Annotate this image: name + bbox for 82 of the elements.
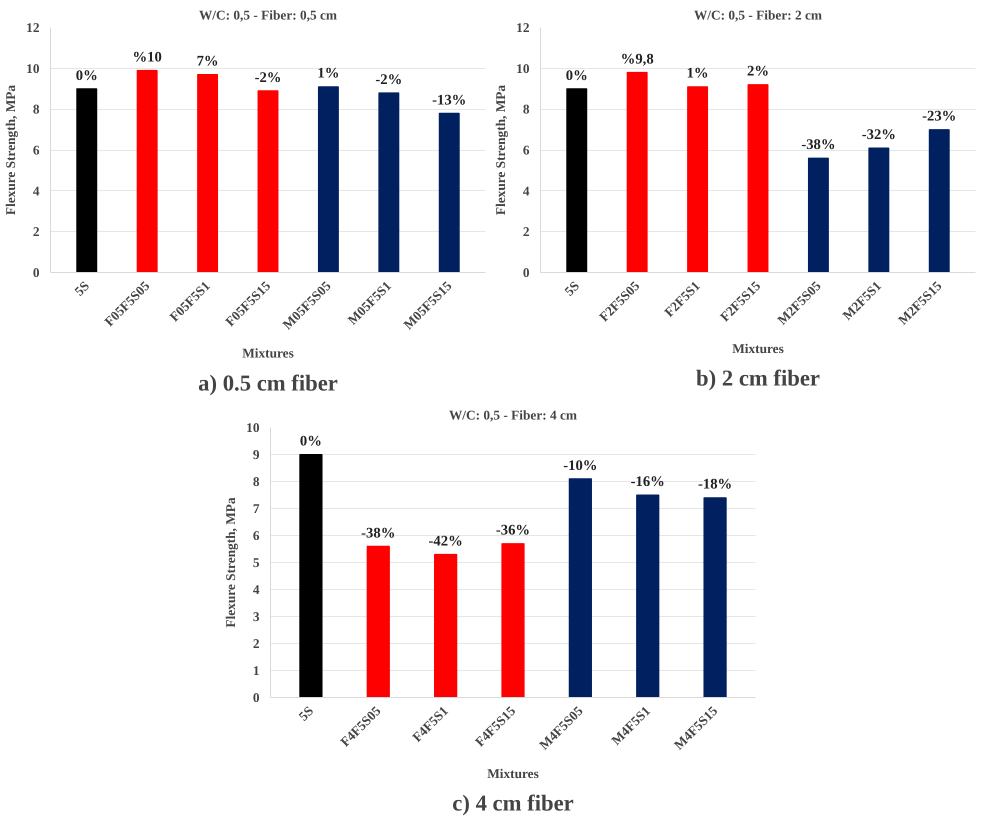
y-tick-label: 5: [252, 555, 260, 570]
annotation: 2%: [747, 64, 769, 80]
annotation: -32%: [862, 126, 896, 143]
bar: [136, 70, 158, 272]
bar: [76, 88, 98, 272]
annotation: 0%: [76, 68, 98, 84]
y-tick-label: 6: [252, 528, 260, 543]
annotation: 1%: [317, 66, 340, 82]
chart-title: W/C: 0,5 - Fiber: 0,5 cm: [198, 8, 338, 22]
annotation: -38%: [801, 137, 836, 154]
annotation: -38%: [361, 525, 396, 542]
y-tick-label: 4: [522, 183, 530, 198]
y-tick-label: 3: [252, 609, 260, 624]
y-tick-label: 9: [252, 447, 260, 462]
annotation: 7%: [196, 53, 219, 70]
y-tick-label: 0: [32, 265, 40, 280]
x-axis-title: Mixtures: [242, 346, 294, 361]
bar: [687, 86, 708, 272]
annotation: -42%: [428, 533, 463, 550]
bar: [438, 112, 460, 272]
y-tick-label: 12: [26, 20, 40, 35]
y-tick-label: 6: [522, 142, 530, 158]
annotation: -2%: [375, 72, 402, 88]
bar: [378, 92, 400, 272]
bar: [928, 129, 950, 272]
bar: [299, 454, 323, 698]
y-tick-label: 1: [252, 663, 260, 678]
y-tick-label: 8: [252, 474, 260, 489]
y-tick-label: 0: [252, 690, 260, 705]
x-tick-label: 5S: [561, 278, 582, 299]
y-tick-label: 0: [522, 265, 530, 280]
bar: [568, 478, 592, 698]
annotation: -36%: [496, 522, 530, 539]
bar: [636, 494, 660, 698]
y-tick-label: 4: [32, 183, 40, 198]
y-tick-label: 4: [252, 582, 260, 597]
annotation: 0%: [566, 68, 588, 84]
bar: [318, 86, 339, 272]
x-tick-label: 5S: [296, 703, 316, 724]
bar: [748, 84, 768, 272]
bar: [197, 74, 218, 272]
bar: [258, 90, 278, 272]
annotation: -18%: [698, 476, 732, 493]
bar: [703, 497, 727, 698]
y-tick-label: 10: [26, 60, 40, 76]
chart-title: W/C: 0,5 - Fiber: 4 cm: [448, 408, 578, 422]
bar: [434, 554, 458, 698]
annotation: -10%: [563, 458, 598, 474]
y-tick-label: 2: [252, 636, 260, 651]
y-tick-label: 10: [246, 420, 260, 435]
y-tick-label: 2: [32, 224, 40, 240]
annotation: %9,8: [620, 51, 654, 68]
y-tick-label: 12: [516, 20, 530, 35]
text: c) 4 cm fiber: [452, 790, 574, 816]
x-tick-label: 5S: [71, 278, 92, 299]
y-tick-label: 10: [516, 60, 530, 76]
x-axis-title: Mixtures: [732, 340, 784, 356]
annotation: -2%: [254, 70, 282, 86]
annotation: 1%: [686, 66, 709, 82]
bar: [626, 72, 648, 272]
y-axis-title: Flexure Strength, MPa: [3, 84, 18, 216]
x-axis-title: Mixtures: [487, 766, 539, 781]
y-axis-title: Flexure Strength, MPa: [223, 497, 238, 628]
bar: [501, 543, 525, 698]
bar: [566, 88, 588, 272]
text: a) 0.5 cm fiber: [198, 370, 338, 396]
chart-title: W/C: 0,5 - Fiber: 2 cm: [694, 8, 822, 22]
bar: [366, 546, 390, 698]
annotation: 0%: [300, 434, 322, 450]
bar: [808, 158, 829, 272]
annotation: -13%: [432, 92, 466, 108]
y-tick-label: 2: [522, 224, 530, 240]
text: b) 2 cm fiber: [696, 366, 820, 390]
y-tick-label: 8: [522, 102, 530, 117]
bar: [868, 147, 890, 272]
annotation: -16%: [630, 474, 665, 490]
y-tick-label: 8: [32, 102, 40, 117]
y-axis-title: Flexure Strength, MPa: [493, 84, 508, 216]
y-tick-label: 7: [252, 501, 260, 516]
y-tick-label: 6: [32, 142, 40, 158]
annotation: -23%: [922, 108, 956, 125]
annotation: %10: [132, 49, 162, 66]
